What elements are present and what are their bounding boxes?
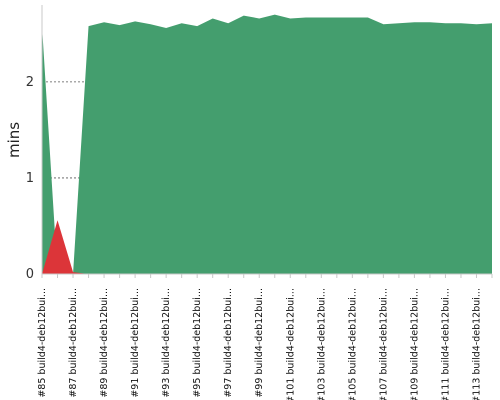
x-tick-labels: #85 build4-deb12bui... #87 build4-deb12bu… <box>37 288 482 400</box>
x-tick-label-6: #91 build4-deb12bui... <box>130 288 141 398</box>
x-tick-label-26: #111 build4-deb12bui... <box>440 288 451 400</box>
x-tick-label-22: #107 build4-deb12bui... <box>378 288 389 400</box>
x-tick-label-4: #89 build4-deb12bui... <box>99 288 110 398</box>
x-tick-label-28: #113 build4-deb12bui... <box>471 288 482 400</box>
x-tick-label-8: #93 build4-deb12bui... <box>161 288 172 398</box>
y-tick-label-2: 2 <box>26 75 34 90</box>
x-tick-label-10: #95 build4-deb12bui... <box>192 288 203 398</box>
plot-areas <box>42 14 492 275</box>
axes <box>41 5 493 278</box>
y-tick-label-0: 0 <box>26 267 34 282</box>
area-series-success <box>42 14 492 275</box>
y-tick-labels: 0 1 2 <box>26 75 34 282</box>
x-tick-label-24: #109 build4-deb12bui... <box>409 288 420 400</box>
x-tick-label-16: #101 build4-deb12bui... <box>285 288 296 400</box>
x-tick-label-0: #85 build4-deb12bui... <box>37 288 48 398</box>
x-tick-label-12: #97 build4-deb12bui... <box>223 288 234 398</box>
x-tick-label-14: #99 build4-deb12bui... <box>254 288 265 398</box>
x-tick-label-2: #87 build4-deb12bui... <box>68 288 79 398</box>
y-tick-label-1: 1 <box>26 171 34 186</box>
x-tick-label-18: #103 build4-deb12bui... <box>316 288 327 400</box>
x-tick-label-20: #105 build4-deb12bui... <box>347 288 358 400</box>
y-axis-title: mins <box>5 122 23 158</box>
